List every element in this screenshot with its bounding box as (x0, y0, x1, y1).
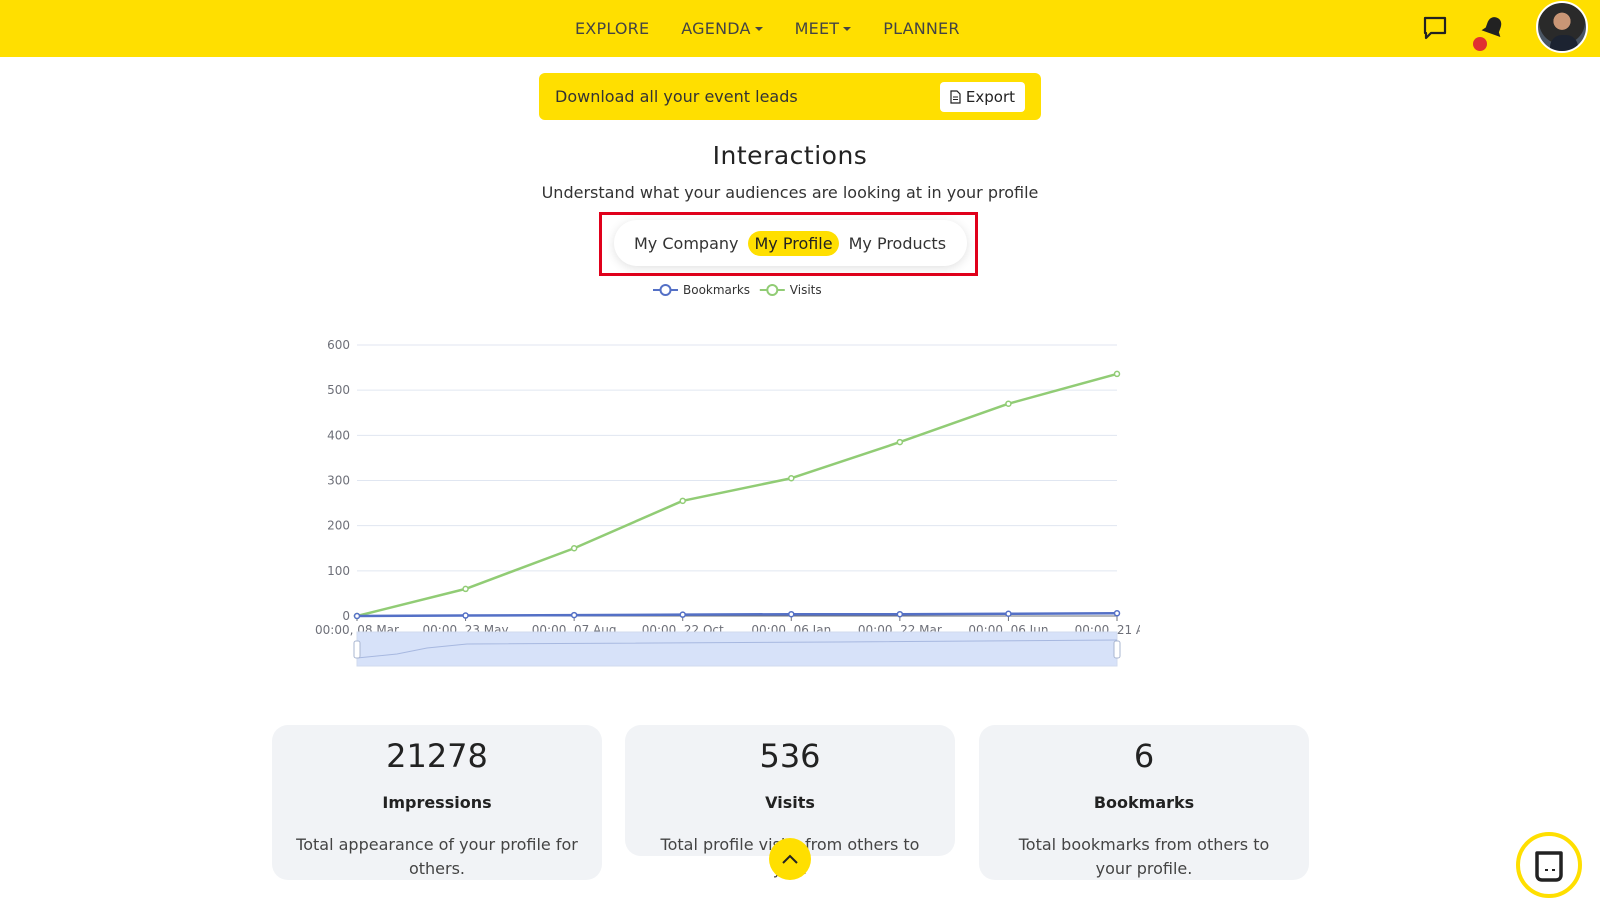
y-tick-label: 500 (327, 383, 350, 397)
caret-down-icon (754, 26, 763, 31)
y-tick-label: 0 (342, 609, 350, 623)
chat-bubble-icon[interactable] (1417, 10, 1453, 46)
page-title: Interactions (712, 141, 868, 170)
y-tick-label: 100 (327, 564, 350, 578)
nav-meet-label: MEET (794, 19, 840, 38)
zoom-handle-right (1113, 640, 1121, 659)
export-button[interactable]: Export (939, 82, 1025, 112)
chat-widget-icon (1535, 851, 1563, 882)
document-icon (950, 90, 961, 104)
data-point (788, 610, 795, 618)
data-point (570, 611, 578, 619)
stat-value: 21278 (386, 737, 488, 775)
nav-agenda-label: AGENDA (681, 19, 751, 38)
stat-card-visits: 536 Visits Total profile visits from oth… (625, 725, 955, 878)
tab-my-company[interactable]: My Company (634, 233, 739, 253)
stat-description: Total appearance of your profile for oth… (296, 835, 578, 878)
bell-icon[interactable] (1475, 10, 1511, 46)
data-point (462, 612, 469, 619)
nav-explore-label: EXPLORE (575, 19, 650, 38)
y-tick-label: 200 (327, 519, 350, 533)
page-subtitle: Understand what your audiences are looki… (541, 183, 1039, 202)
data-point (353, 612, 361, 620)
legend-marker (766, 284, 779, 296)
legend-label: Visits (790, 283, 822, 297)
nav-meet[interactable]: MEET (795, 19, 852, 38)
export-banner: Download all your event leads Export (539, 73, 1041, 120)
interaction-tabs: My Company My Profile My Products (614, 220, 967, 266)
stat-card-bookmarks: 6 Bookmarks Total bookmarks from others … (979, 725, 1309, 880)
data-point (1005, 400, 1012, 407)
data-point (788, 474, 795, 482)
zoom-handle-left (353, 640, 361, 659)
data-point (570, 545, 578, 552)
stat-value: 6 (1133, 737, 1155, 775)
nav-planner[interactable]: PLANNER (883, 19, 959, 38)
nav-planner-label: PLANNER (883, 19, 960, 38)
data-point (1113, 370, 1121, 378)
y-tick-label: 600 (327, 338, 350, 352)
stat-label: Visits (765, 793, 815, 812)
legend-label: Bookmarks (683, 283, 750, 297)
data-point (679, 497, 686, 505)
nav-agenda[interactable]: AGENDA (681, 19, 763, 38)
tabs-highlight-box (599, 212, 978, 276)
export-label: Export (965, 88, 1015, 106)
zoom-slider-track (356, 631, 1118, 667)
chevron-up-icon (782, 854, 798, 864)
banner-text: Download all your event leads (555, 87, 798, 106)
stat-value: 536 (759, 737, 821, 775)
y-tick-label: 300 (327, 474, 350, 488)
series-line-visits (356, 372, 1118, 618)
caret-down-icon (843, 26, 852, 31)
data-point (462, 585, 469, 593)
tab-my-products[interactable]: My Products (848, 233, 947, 253)
stat-label: Impressions (382, 793, 492, 812)
user-avatar[interactable] (1536, 1, 1588, 53)
stat-card-impressions: 21278 Impressions Total appearance of yo… (272, 725, 602, 880)
notification-dot (1473, 37, 1487, 51)
series-line-bookmarks (356, 612, 1118, 618)
stat-label: Bookmarks (1093, 793, 1195, 812)
tab-my-profile[interactable]: My Profile (748, 230, 839, 256)
support-chat-widget[interactable] (1516, 832, 1582, 898)
nav-explore[interactable]: EXPLORE (575, 19, 649, 38)
legend-marker (659, 284, 672, 296)
top-navbar: EXPLORE AGENDA MEET PLANNER (0, 0, 1600, 57)
zoom-preview-line (356, 639, 1118, 659)
scroll-to-top-button[interactable] (769, 838, 811, 880)
data-point (896, 610, 904, 618)
stat-description: Total bookmarks from others to your prof… (1018, 835, 1270, 878)
data-point (679, 611, 686, 618)
data-point (896, 438, 904, 446)
data-point (1113, 610, 1121, 617)
main-menu: EXPLORE AGENDA MEET PLANNER (575, 0, 992, 57)
y-tick-label: 400 (327, 428, 350, 442)
data-point (1005, 610, 1012, 617)
